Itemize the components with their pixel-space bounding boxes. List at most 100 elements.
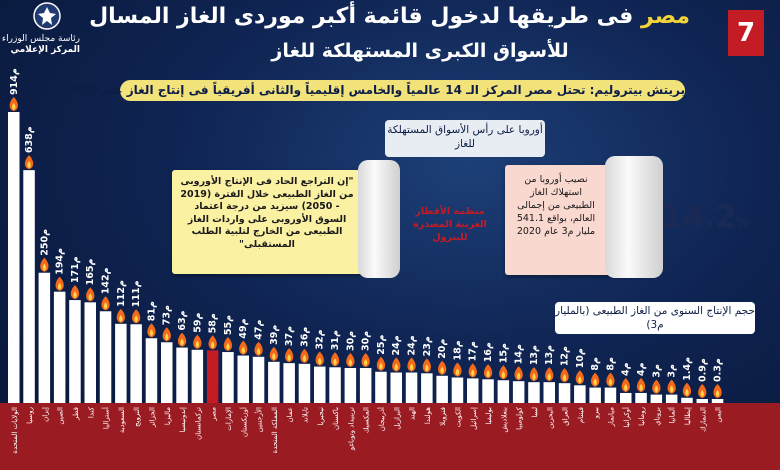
category-label-1: الولايات المتحدة [11,407,19,454]
value-label-31: 17م [468,341,479,361]
value-label-9: 111م [131,280,142,307]
paper-scroll-decoration [605,156,663,278]
bar-5 [69,300,81,403]
subtitle-banner: بريتش بيتروليم: تحتل مصر المركز الـ 14 ع… [63,80,685,101]
share-unit: % [736,215,751,231]
category-label-26: البرازيل [393,407,401,430]
flame-core-icon [532,373,536,381]
category-label-19: عمان [286,407,294,423]
value-label-19: 37م [284,326,295,346]
bar-42 [635,392,647,403]
category-label-9: النرويج [133,407,141,427]
flame-core-icon [516,372,521,380]
eagle-emblem-icon [33,2,61,30]
bar-47 [711,399,724,403]
bar-15 [222,352,234,403]
bar-12 [176,347,188,403]
flame-core-icon [578,376,582,384]
bar-25 [375,371,387,403]
category-label-7: أستراليا [102,407,111,429]
value-label-10: 81م [146,301,157,321]
value-label-39: 8م [590,357,601,371]
category-label-41: أوكرانيا [622,407,631,428]
flame-core-icon [287,354,291,362]
category-label-39: بيرو [592,407,600,419]
bar-29 [436,375,448,403]
bar-20 [298,363,311,403]
bar-28 [421,373,433,403]
bar-6 [84,302,96,403]
country-label-band [0,403,780,470]
bar-17 [252,356,265,403]
flame-core-icon [501,371,506,379]
bar-21 [314,366,326,403]
flame-core-icon [471,369,475,377]
flame-core-icon [715,390,720,397]
value-label-3: 250م [39,229,50,256]
value-label-32: 16م [483,342,494,362]
value-label-12: 63م [177,310,188,330]
flame-core-icon [165,333,169,341]
category-label-16: أوزبكستان [239,407,248,437]
bar-18 [268,361,280,403]
emblem-line1: رئاسة مجلس الوزراء [1,34,80,44]
value-label-23: 30م [345,331,356,351]
value-label-36: 13م [544,345,555,365]
flame-core-icon [57,282,62,290]
flame-core-icon [363,359,368,367]
bar-3 [38,272,51,403]
bar-31 [467,378,479,403]
flame-core-icon [425,364,429,372]
value-label-5: 171م [70,256,81,283]
category-label-47: اليمن [715,407,723,423]
value-label-38: 10م [575,348,586,368]
flame-core-icon [455,368,460,376]
flame-core-icon [42,263,47,271]
bar-32 [482,379,494,403]
value-label-8: 112م [116,280,127,307]
category-label-8: السعودية [118,407,126,433]
quote-source: منظمة الأقطار العربية المصدرة للبترول [413,206,487,243]
quote-card: "إن التراجع الحاد فى الإنتاج الأوروبى من… [172,170,362,274]
value-label-30: 18م [452,340,463,360]
flame-core-icon [654,385,659,393]
value-label-21: 32م [315,329,326,349]
flame-core-icon [12,103,16,110]
europe-share-value: 14.2% [662,200,750,235]
value-label-22: 31م [330,330,341,350]
quote-scroll-decoration [358,160,400,278]
europe-share-text: نصيب أوروبا من استهلاك الغاز الطبيعى من … [516,174,596,237]
flame-core-icon [394,363,398,371]
category-label-23: ترينيداد وتوباغو [347,407,355,451]
bar-7 [99,311,112,403]
bar-39 [589,387,601,403]
flame-core-icon [348,359,353,367]
category-label-29: فنزويلا [439,407,447,426]
category-label-35: ليبيا [531,407,539,418]
bar-41 [620,392,632,403]
category-label-12: إندونيسيا [179,407,187,433]
value-label-2: 638م [24,126,35,153]
value-label-40: 8م [605,357,616,371]
bar-22 [329,367,341,403]
category-label-32: بوليفيا [485,407,493,425]
flame-core-icon [409,363,414,371]
category-label-42: رومانيا [638,407,646,426]
value-label-43: 3م [651,364,662,378]
category-label-36: البحرين [546,407,554,429]
cabinet-emblem: رئاسة مجلس الوزراء المركز الإعلامي [1,2,80,56]
flame-core-icon [379,362,383,370]
flame-core-icon [440,366,444,374]
value-label-45: 1.4م [682,357,693,381]
category-label-38: فيتنام [577,407,585,423]
bar-40 [604,387,617,403]
value-label-29: 20م [437,339,448,359]
category-label-13: تركمانستان [194,407,202,440]
flame-core-icon [149,329,154,337]
flame-core-icon [669,385,674,393]
bar-44 [665,394,678,403]
value-label-13: 59م [192,313,203,333]
bar-35 [528,382,540,403]
bar-1 [8,112,20,403]
